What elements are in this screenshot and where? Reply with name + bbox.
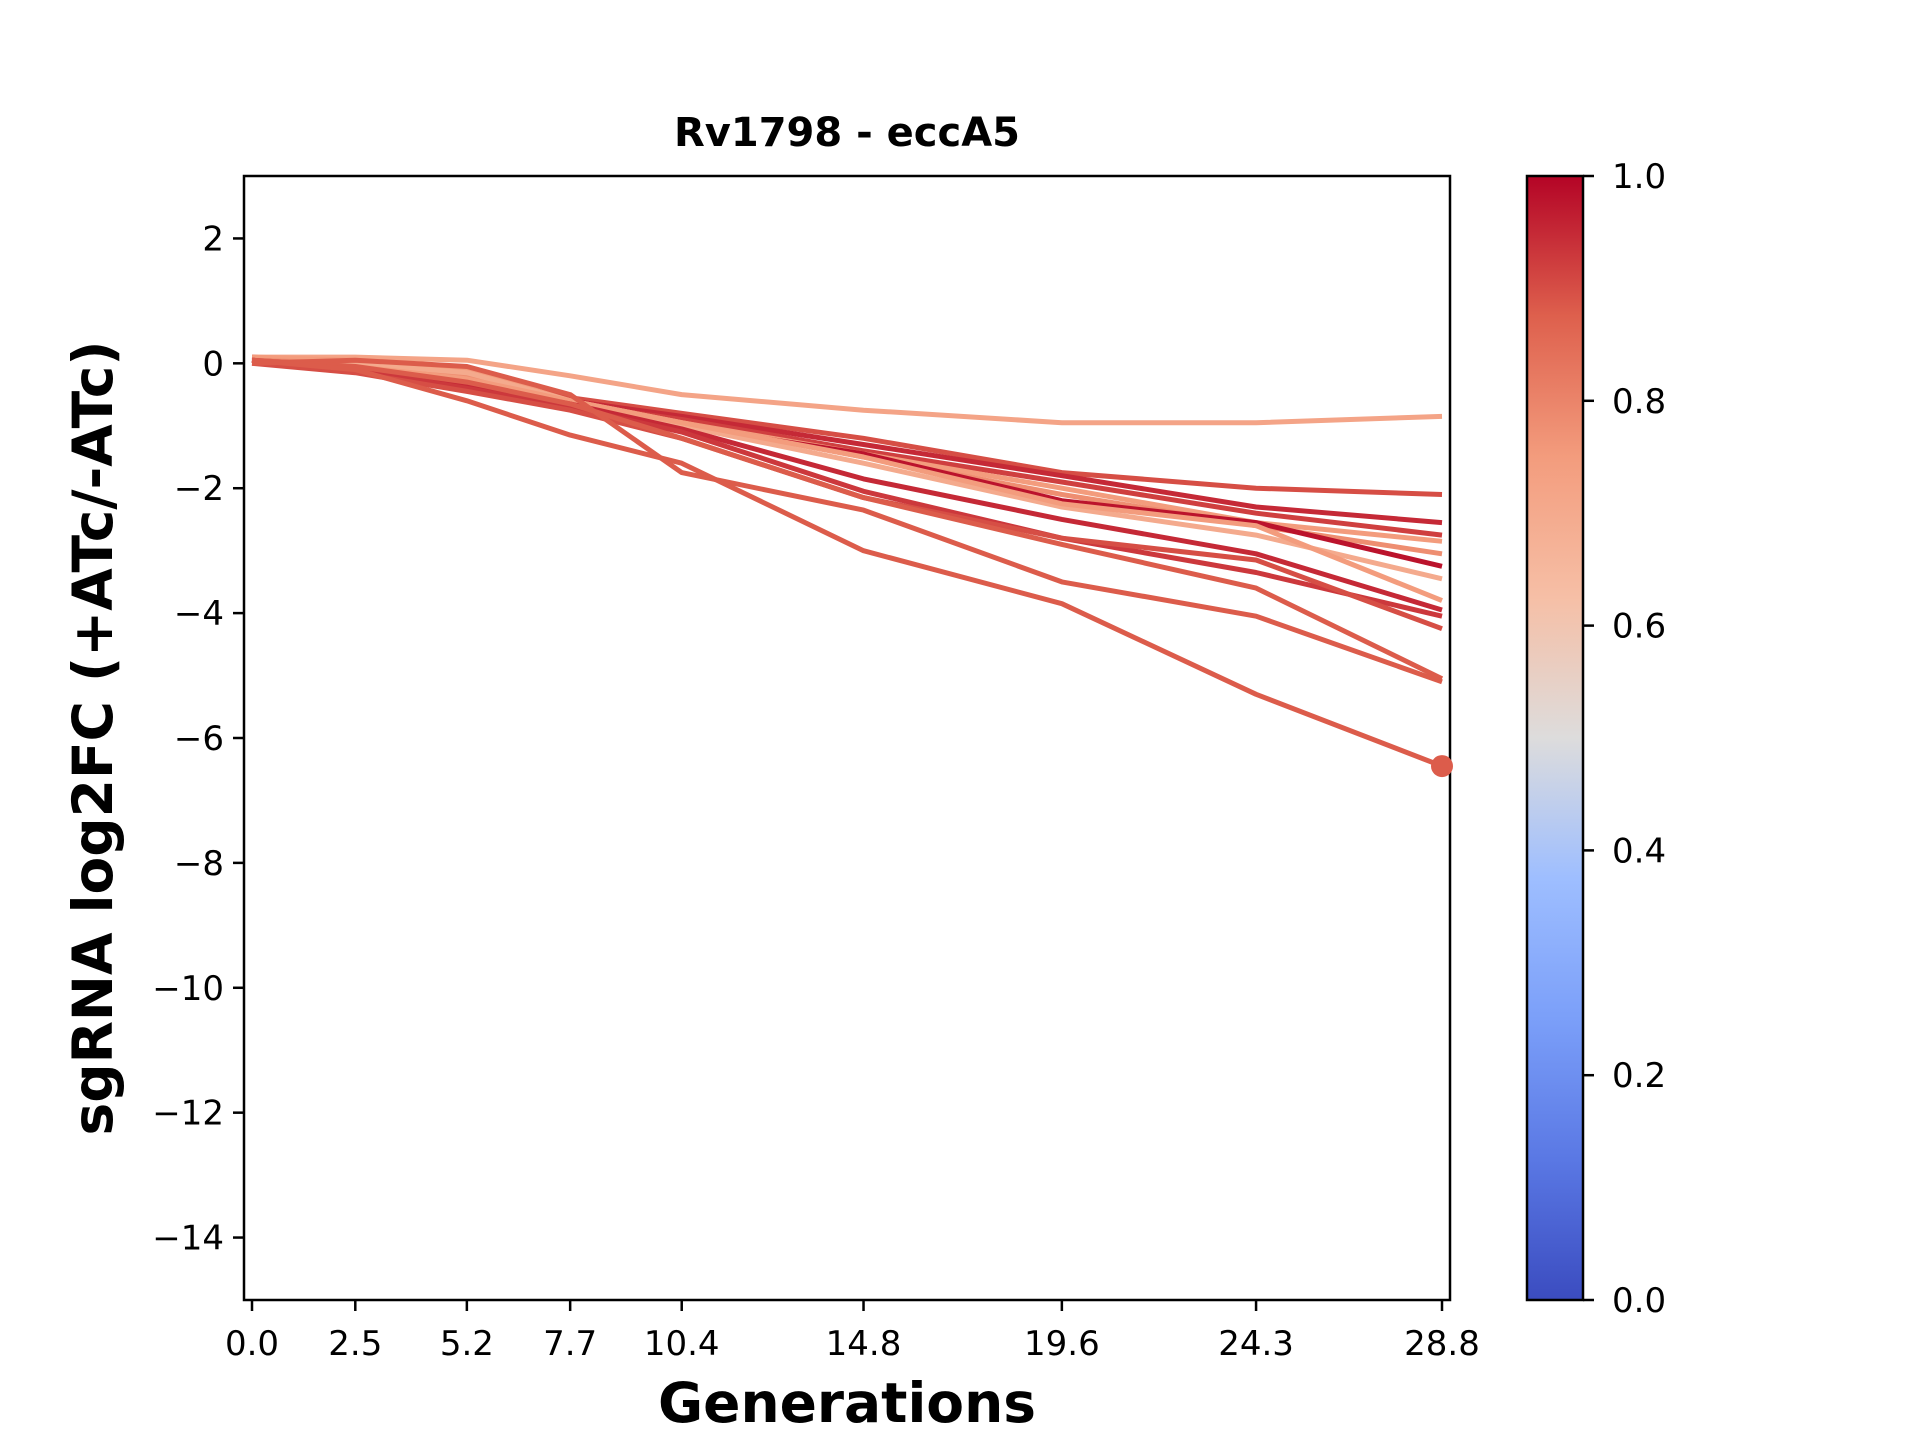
plot-frame (242, 174, 1452, 1302)
y-tick-label: −2 (174, 469, 224, 509)
series-line-12 (251, 360, 1443, 632)
colorbar-tick-label: 0.4 (1612, 831, 1666, 871)
y-tick-label: 0 (202, 344, 224, 384)
y-axis-ticks: 2 0 −2 −4 −6 −8 −10 −12 −14 (152, 219, 244, 1259)
x-tick-label: 14.8 (826, 1324, 902, 1364)
highlight-point-marker (1431, 755, 1453, 778)
series-line-11 (251, 357, 1443, 619)
y-axis-label: sgRNA log2FC (+ATc/-ATc) (61, 340, 125, 1135)
x-tick-label: 2.5 (328, 1324, 382, 1364)
y-tick-label: −12 (152, 1094, 224, 1134)
y-tick-label: −8 (174, 844, 224, 884)
series-line-14 (251, 357, 1444, 681)
series-line-15 (251, 357, 1443, 769)
colorbar-tick-label: 0.0 (1612, 1281, 1666, 1321)
colorbar-tick-label: 0.6 (1612, 607, 1666, 647)
x-axis-label: Generations (658, 1371, 1036, 1435)
y-tick-label: −10 (152, 969, 224, 1009)
colorbar-tick-label: 0.8 (1612, 382, 1666, 422)
colorbar-tick-label: 1.0 (1612, 157, 1666, 197)
series-line-13 (251, 357, 1443, 685)
series-line-8 (252, 360, 1443, 582)
colorbar (1525, 174, 1585, 1302)
x-axis-ticks: 0.0 2.5 5.2 7.7 10.4 14.8 19.6 24.3 28.8 (225, 1300, 1480, 1364)
x-tick-label: 5.2 (440, 1324, 494, 1364)
x-tick-label: 0.0 (225, 1324, 279, 1364)
x-tick-label: 24.3 (1218, 1324, 1294, 1364)
x-tick-label: 28.8 (1404, 1324, 1480, 1364)
x-tick-label: 7.7 (543, 1324, 597, 1364)
colorbar-ticks: 1.0 0.8 0.6 0.4 0.2 0.0 (1583, 157, 1666, 1321)
colorbar-tick-label: 0.2 (1612, 1056, 1666, 1096)
y-tick-label: 2 (202, 219, 224, 259)
x-tick-label: 10.4 (644, 1324, 720, 1364)
y-tick-label: −4 (174, 594, 224, 634)
y-tick-label: −14 (152, 1219, 224, 1259)
series-lines (251, 354, 1444, 769)
x-tick-label: 19.6 (1024, 1324, 1100, 1364)
y-tick-label: −6 (174, 719, 224, 759)
series-line-1 (252, 354, 1443, 426)
chart-title: Rv1798 - eccA5 (674, 110, 1020, 156)
